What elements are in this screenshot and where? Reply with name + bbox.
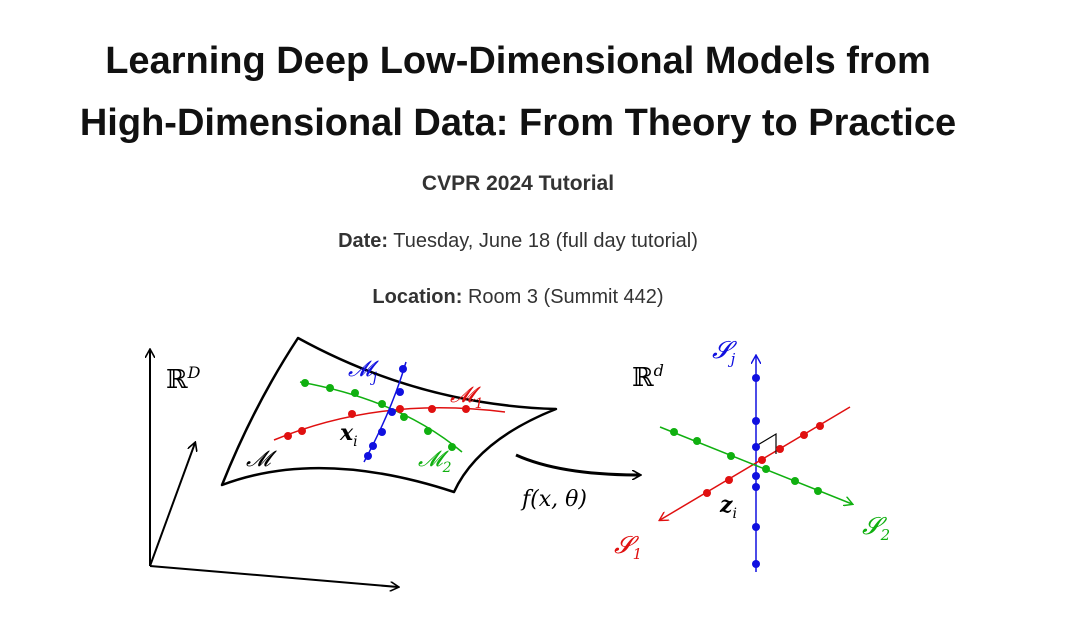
manifold-surface bbox=[220, 336, 558, 494]
page-title: Learning Deep Low-Dimensional Models fro… bbox=[0, 30, 1036, 154]
manifold-label: 𝓜 bbox=[246, 447, 277, 472]
subspace-j-label: 𝓢j bbox=[712, 336, 738, 368]
mapping-label: f(x, θ) bbox=[520, 487, 587, 512]
manifold-j-label: 𝓜j bbox=[348, 357, 379, 386]
date-value: Tuesday, June 18 (full day tutorial) bbox=[393, 230, 698, 252]
right-angle-marker bbox=[755, 432, 777, 454]
manifold-1-label: 𝓜1 bbox=[450, 383, 484, 412]
subspace-points-blue bbox=[752, 374, 760, 568]
manifold-points-blue bbox=[364, 365, 407, 460]
location-row: Location: Room 3 (Summit 442) bbox=[0, 286, 1036, 309]
feature-space-label: ℝd bbox=[632, 361, 664, 393]
point-x-label: xi bbox=[339, 420, 358, 450]
ambient-axes bbox=[150, 350, 398, 587]
subspace-2-label: 𝓢2 bbox=[862, 512, 890, 544]
subspace-points-green bbox=[670, 428, 822, 495]
tutorial-subtitle: CVPR 2024 Tutorial bbox=[421, 172, 615, 195]
subspace-1-label: 𝓢1 bbox=[614, 531, 642, 563]
title-line-2: High-Dimensional Data: From Theory to Pr… bbox=[79, 102, 957, 144]
subspace-points-red bbox=[703, 422, 824, 497]
date-label: Date: bbox=[338, 230, 389, 252]
location-value: Room 3 (Summit 442) bbox=[467, 286, 664, 308]
mapping-arrow bbox=[515, 453, 640, 475]
manifold-2-label: 𝓜2 bbox=[418, 447, 452, 476]
location-label: Location: bbox=[372, 286, 463, 308]
manifold-points-red bbox=[284, 405, 470, 440]
ambient-space-label: ℝD bbox=[166, 363, 201, 395]
date-row: Date: Tuesday, June 18 (full day tutoria… bbox=[0, 230, 1036, 253]
title-line-1: Learning Deep Low-Dimensional Models fro… bbox=[105, 40, 931, 82]
point-z-label: zi bbox=[719, 492, 737, 522]
manifold-points-green bbox=[301, 379, 456, 451]
